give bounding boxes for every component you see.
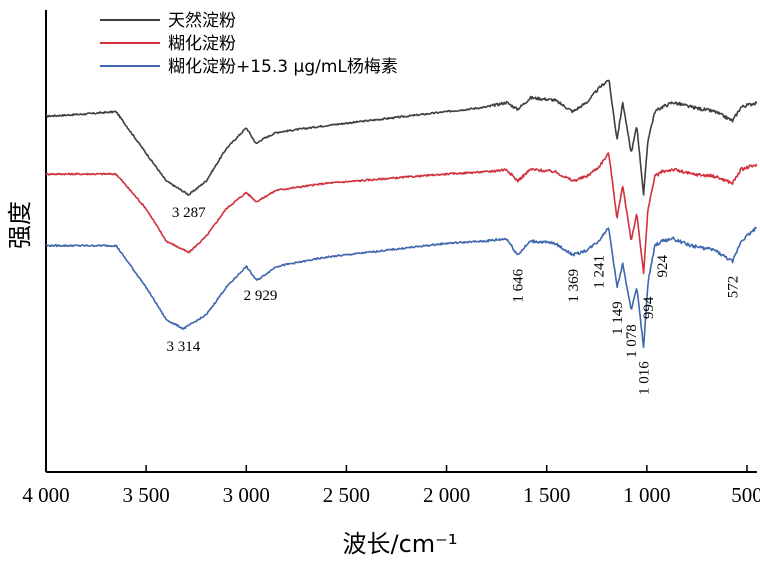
peak-label: 3 287: [172, 205, 206, 221]
peak-label: 1 016: [637, 361, 653, 395]
y-axis-title: 强度: [6, 201, 34, 249]
series-line-2: [45, 226, 757, 349]
peak-label: 1 646: [511, 268, 527, 302]
peak-label: 2 929: [244, 288, 278, 304]
peak-label: 1 241: [592, 255, 608, 289]
series-line-0: [45, 79, 758, 196]
x-tick-label: 1 000: [623, 483, 670, 507]
x-tick-label: 3 000: [223, 483, 270, 507]
x-tick-label: 4 000: [22, 483, 69, 507]
legend-label: 糊化淀粉+15.3 μg/mL杨梅素: [168, 57, 398, 77]
peak-label: 1 078: [624, 324, 640, 358]
peak-label: 924: [655, 255, 671, 278]
peak-label: 994: [641, 296, 657, 319]
series-group: [45, 79, 758, 349]
peak-label: 1 369: [566, 269, 582, 303]
x-tick-label: 500: [731, 483, 760, 507]
x-ticks: 4 000 3 500 3 000 2 500 2 000 1 500 1 000 500: [22, 465, 760, 507]
x-tick-label: 1 500: [523, 483, 570, 507]
legend-label: 糊化淀粉: [168, 34, 236, 54]
legend-label: 天然淀粉: [168, 11, 236, 31]
series-line-1: [45, 152, 758, 275]
plot-frame: [45, 10, 757, 473]
x-tick-label: 2 000: [423, 483, 470, 507]
peak-label: 572: [726, 276, 742, 299]
x-tick-label: 3 500: [123, 483, 170, 507]
x-tick-label: 2 500: [323, 483, 370, 507]
peak-label: 1 149: [610, 301, 626, 335]
x-axis-title: 波长/cm⁻¹: [343, 530, 458, 558]
peak-label: 3 314: [167, 339, 201, 355]
